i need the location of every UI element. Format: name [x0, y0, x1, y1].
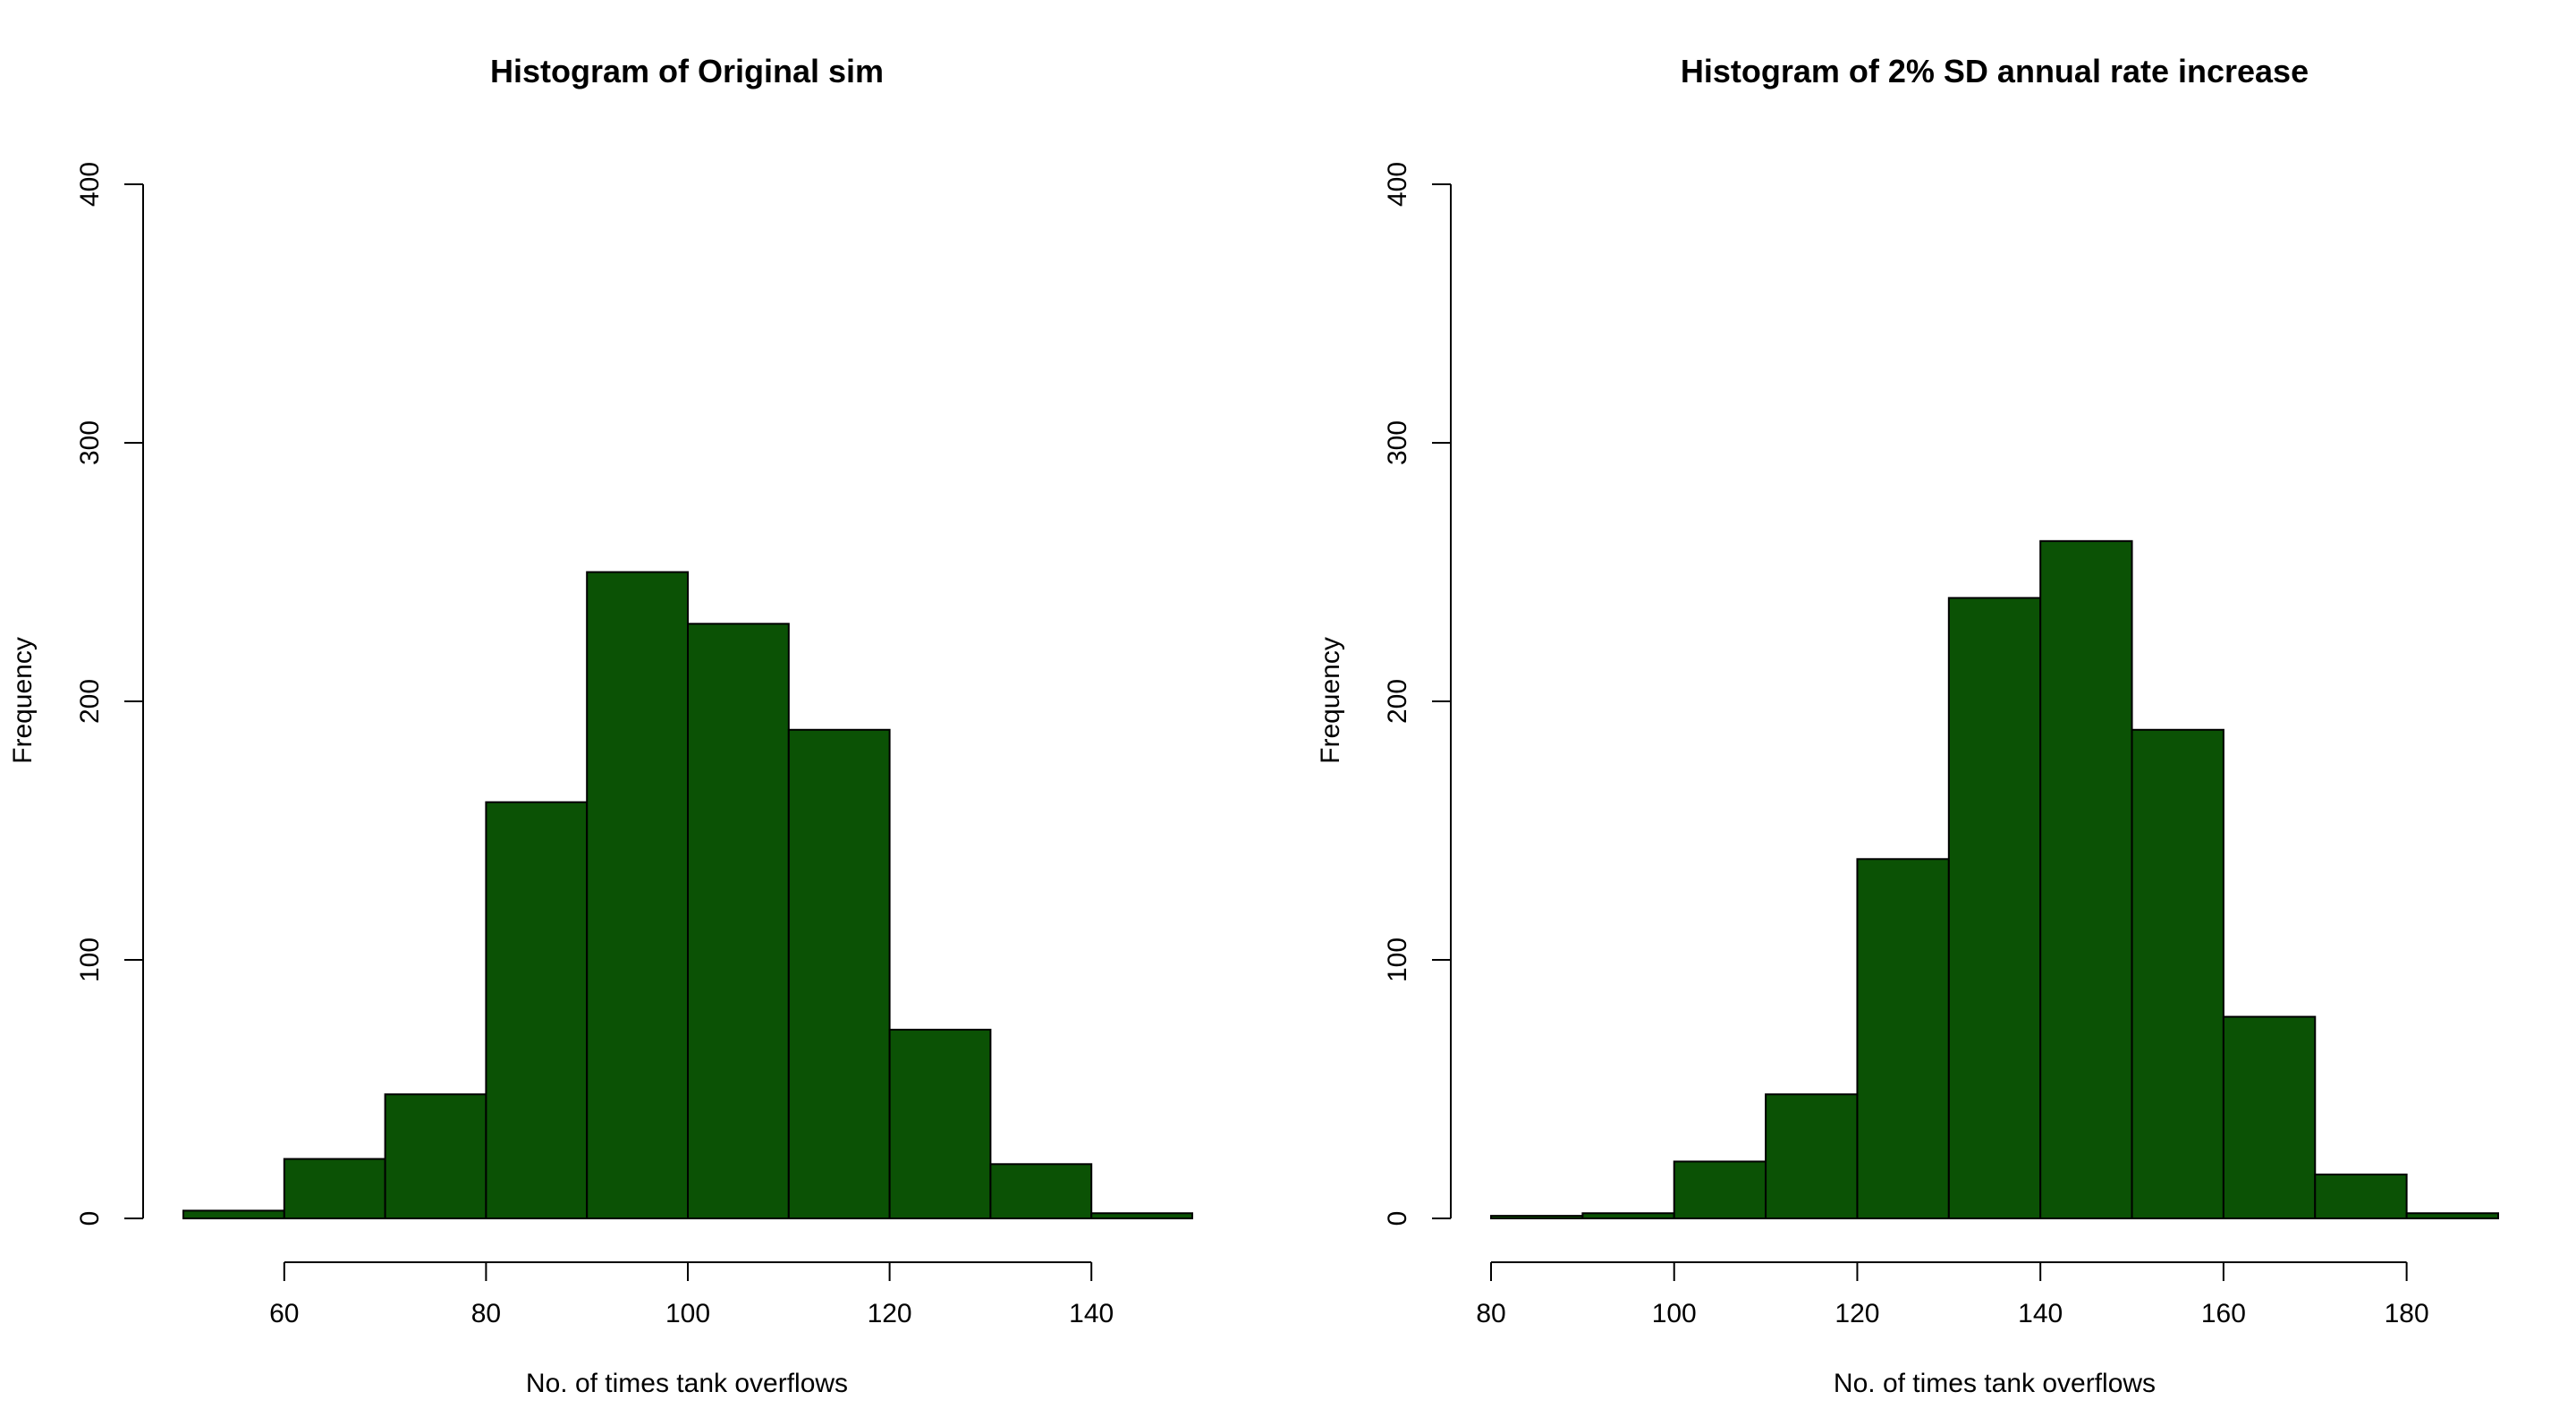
histogram-bar — [989, 1163, 1093, 1220]
y-tick-label: 200 — [1383, 679, 1412, 724]
histogram-bar — [2222, 1015, 2317, 1219]
y-tick-label: 100 — [1383, 938, 1412, 982]
y-tick-label: 0 — [75, 1211, 105, 1226]
x-axis: 60 80 100 120 140 — [269, 1261, 1114, 1328]
x-tick-label: 140 — [1069, 1299, 1114, 1328]
histogram-bar — [586, 571, 690, 1219]
x-tick-label: 60 — [269, 1299, 299, 1328]
histogram-bar — [485, 801, 589, 1220]
x-axis-label: No. of times tank overflows — [1834, 1369, 2156, 1398]
histogram-bar — [2131, 728, 2224, 1219]
x-axis-label: No. of times tank overflows — [526, 1369, 848, 1398]
chart-title: Histogram of Original sim — [490, 53, 884, 89]
y-tick-label: 400 — [1383, 162, 1412, 207]
x-tick-label: 80 — [1476, 1299, 1505, 1328]
histogram-bar — [2405, 1212, 2500, 1219]
histogram-bar — [182, 1209, 285, 1219]
histogram-bar — [1673, 1160, 1767, 1220]
histogram-bar — [888, 1029, 992, 1220]
histogram-bar — [1856, 858, 1950, 1219]
histogram-bar — [384, 1093, 487, 1220]
histogram-bar — [283, 1158, 386, 1220]
histogram-bar — [787, 728, 891, 1219]
x-tick-label: 180 — [2385, 1299, 2429, 1328]
x-tick-label: 120 — [868, 1299, 912, 1328]
chart-title: Histogram of 2% SD annual rate increase — [1681, 53, 2309, 89]
y-tick-label: 0 — [1383, 1211, 1412, 1226]
y-axis: 0 100 200 300 400 — [75, 162, 144, 1226]
y-axis-label: Frequency — [8, 637, 38, 764]
y-tick-label: 200 — [75, 679, 105, 724]
y-axis: 0 100 200 300 400 — [1383, 162, 1452, 1226]
x-axis: 80 100 120 140 160 180 — [1476, 1261, 2429, 1328]
x-tick-label: 80 — [471, 1299, 501, 1328]
histogram-bar — [1490, 1215, 1584, 1219]
histogram-panel-rate-increase: Histogram of 2% SD annual rate increase … — [1316, 53, 2500, 1398]
histogram-bar — [1581, 1212, 1675, 1219]
histogram-bar — [2039, 539, 2133, 1219]
histogram-bars — [182, 571, 1193, 1220]
x-tick-label: 160 — [2201, 1299, 2246, 1328]
histogram-panel-original: Histogram of Original sim No. of times t… — [8, 53, 1193, 1398]
histogram-bar — [1090, 1212, 1193, 1219]
x-tick-label: 100 — [1652, 1299, 1697, 1328]
x-tick-label: 100 — [665, 1299, 710, 1328]
y-tick-label: 300 — [1383, 420, 1412, 465]
x-tick-label: 120 — [1835, 1299, 1879, 1328]
histogram-bar — [2314, 1173, 2408, 1219]
y-tick-label: 300 — [75, 420, 105, 465]
histogram-bar — [1947, 597, 2042, 1219]
x-tick-label: 140 — [2018, 1299, 2063, 1328]
histogram-bar — [687, 623, 790, 1219]
y-axis-label: Frequency — [1316, 637, 1345, 764]
y-tick-label: 400 — [75, 162, 105, 207]
histogram-bars — [1490, 539, 2500, 1220]
histogram-bar — [1765, 1093, 1859, 1220]
y-tick-label: 100 — [75, 938, 105, 982]
